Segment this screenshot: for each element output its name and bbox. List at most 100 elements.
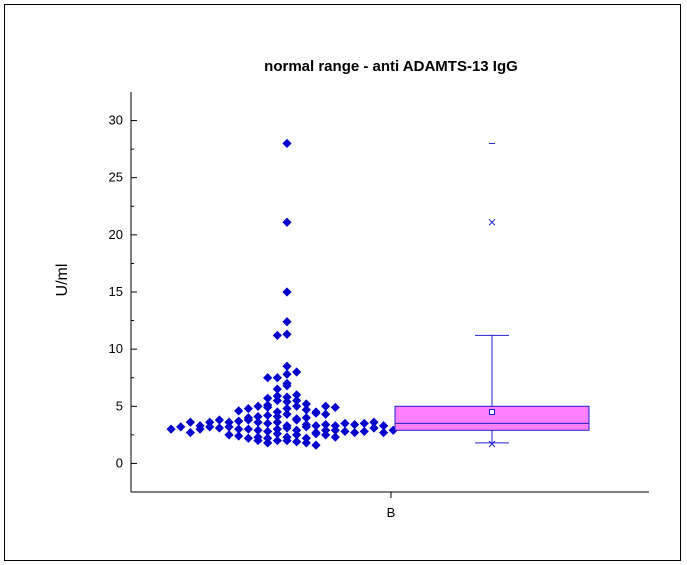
data-point: [282, 138, 292, 149]
data-point: [301, 405, 311, 415]
data-point: [330, 402, 340, 413]
y-tick-label: 10: [109, 341, 123, 356]
data-point: [282, 287, 292, 297]
data-point: [311, 440, 321, 450]
data-point: [263, 418, 273, 429]
data-point: [330, 432, 340, 442]
data-point: [234, 416, 244, 426]
data-point: [224, 430, 234, 440]
data-point: [301, 419, 311, 430]
x-tick-label: B: [387, 505, 396, 520]
data-point: [282, 378, 292, 389]
y-axis-label: U/ml: [54, 264, 71, 297]
data-point: [263, 426, 273, 437]
data-point: [263, 410, 273, 421]
data-point: [253, 401, 263, 411]
data-point: [272, 373, 282, 383]
data-point: [253, 411, 263, 422]
scatter-points: [166, 138, 398, 450]
data-point: [369, 417, 379, 427]
chart-title: normal range - anti ADAMTS-13 IgG: [264, 58, 518, 75]
data-point: [321, 419, 331, 430]
data-point: [369, 423, 379, 433]
data-point: [282, 432, 292, 442]
data-point: [272, 391, 282, 401]
data-point: [234, 406, 244, 416]
data-point: [282, 361, 292, 371]
data-point: [176, 422, 186, 432]
y-tick-label: 30: [109, 113, 123, 128]
data-point: [301, 433, 311, 443]
data-point: [292, 390, 302, 400]
data-point: [243, 433, 253, 443]
data-point: [214, 415, 224, 425]
data-point: [340, 418, 350, 429]
data-point: [350, 427, 360, 438]
data-point: [282, 329, 292, 339]
data-point: [185, 427, 195, 438]
data-point: [263, 373, 273, 383]
box-plot: [394, 142, 590, 448]
axes: 0 5 10 15 20 25 30 B: [109, 92, 649, 520]
data-point: [292, 437, 302, 447]
data-point: [282, 403, 292, 414]
y-tick-label: 25: [109, 170, 123, 185]
data-point: [185, 417, 195, 427]
data-point: [253, 425, 263, 435]
data-point: [301, 413, 311, 423]
data-point: [301, 399, 311, 409]
data-point: [195, 421, 205, 431]
data-point: [340, 426, 350, 437]
data-point: [282, 369, 292, 379]
data-point: [272, 417, 282, 427]
data-point: [292, 395, 302, 406]
y-tick-label: 15: [109, 284, 123, 299]
data-point: [321, 401, 331, 411]
data-point: [379, 421, 389, 431]
data-point: [214, 423, 224, 433]
data-point: [292, 401, 302, 411]
data-point: [359, 426, 369, 437]
data-point: [166, 424, 176, 434]
data-point: [379, 427, 389, 438]
data-point: [282, 421, 292, 431]
data-point: [292, 414, 302, 424]
data-point: [272, 330, 282, 341]
data-point: [253, 432, 263, 442]
data-point: [321, 409, 331, 419]
data-point: [321, 425, 331, 435]
y-tick-label: 5: [116, 398, 123, 413]
data-point: [272, 384, 282, 394]
data-point: [272, 407, 282, 417]
data-point: [253, 417, 263, 427]
data-point: [282, 217, 292, 227]
data-point: [350, 419, 360, 430]
chart-frame: normal range - anti ADAMTS-13 IgG U/ml 0…: [4, 4, 681, 561]
data-point: [243, 403, 253, 414]
y-tick-label: 20: [109, 227, 123, 242]
data-point: [272, 424, 282, 434]
data-point: [263, 393, 273, 403]
data-point: [311, 407, 321, 417]
min-marker: [488, 440, 496, 448]
mean-marker: [489, 409, 495, 415]
box-chart: normal range - anti ADAMTS-13 IgG U/ml 0…: [54, 58, 649, 520]
y-tick-label: 0: [116, 455, 123, 470]
data-point: [292, 367, 302, 377]
data-point: [205, 417, 215, 427]
data-point: [224, 417, 234, 427]
data-point: [243, 413, 253, 423]
data-point: [292, 425, 302, 435]
data-point: [311, 427, 321, 438]
data-point: [263, 433, 273, 443]
data-point: [234, 424, 244, 434]
data-point: [282, 409, 292, 419]
data-point: [234, 431, 244, 441]
data-point: [282, 317, 292, 327]
data-point: [330, 421, 340, 431]
outlier-marker: [488, 218, 496, 226]
data-point: [263, 400, 273, 410]
data-point: [311, 421, 321, 431]
data-point: [359, 418, 369, 429]
data-point: [272, 435, 282, 446]
